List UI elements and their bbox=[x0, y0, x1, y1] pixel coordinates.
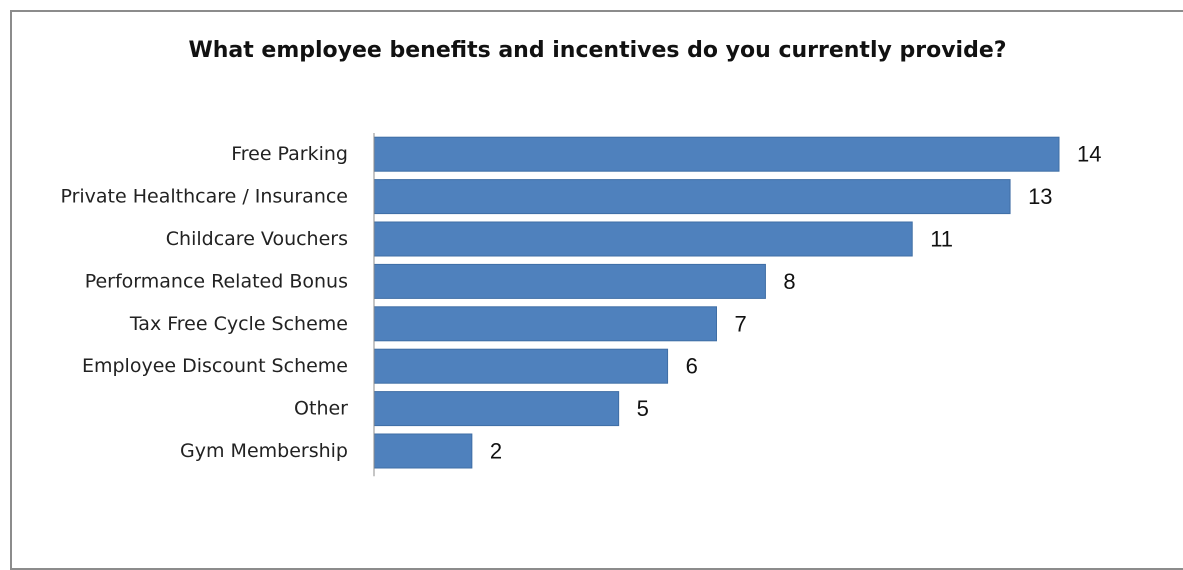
category-label-0: Free Parking bbox=[231, 143, 348, 165]
value-label-5: 6 bbox=[686, 354, 698, 379]
bar-7 bbox=[373, 433, 473, 469]
value-labels-group: 14 13 11 8 7 6 5 2 bbox=[490, 142, 1102, 464]
value-label-2: 11 bbox=[930, 227, 953, 252]
category-label-1: Private Healthcare / Insurance bbox=[60, 186, 348, 208]
bar-chart: Free Parking Private Healthcare / Insuran… bbox=[60, 133, 1102, 477]
value-label-1: 13 bbox=[1028, 184, 1052, 209]
value-label-4: 7 bbox=[735, 311, 747, 336]
bar-0 bbox=[373, 136, 1060, 172]
bar-4 bbox=[373, 306, 717, 342]
bar-1 bbox=[373, 179, 1011, 215]
category-labels-group: Free Parking Private Healthcare / Insuran… bbox=[60, 143, 348, 462]
chart-title: What employee benefits and incentives do… bbox=[188, 38, 1007, 63]
value-label-0: 14 bbox=[1077, 142, 1101, 167]
value-label-7: 2 bbox=[490, 439, 502, 464]
bars-group bbox=[373, 136, 1060, 469]
bar-5 bbox=[373, 348, 669, 384]
category-label-6: Other bbox=[294, 398, 348, 420]
category-label-4: Tax Free Cycle Scheme bbox=[129, 313, 348, 335]
value-label-6: 5 bbox=[637, 396, 649, 421]
category-label-5: Employee Discount Scheme bbox=[82, 355, 348, 377]
bar-6 bbox=[373, 391, 620, 427]
category-label-3: Performance Related Bonus bbox=[85, 270, 348, 292]
value-label-3: 8 bbox=[783, 269, 795, 294]
category-label-2: Childcare Vouchers bbox=[166, 228, 348, 250]
bar-2 bbox=[373, 221, 913, 257]
bar-3 bbox=[373, 263, 766, 299]
category-label-7: Gym Membership bbox=[180, 440, 348, 462]
